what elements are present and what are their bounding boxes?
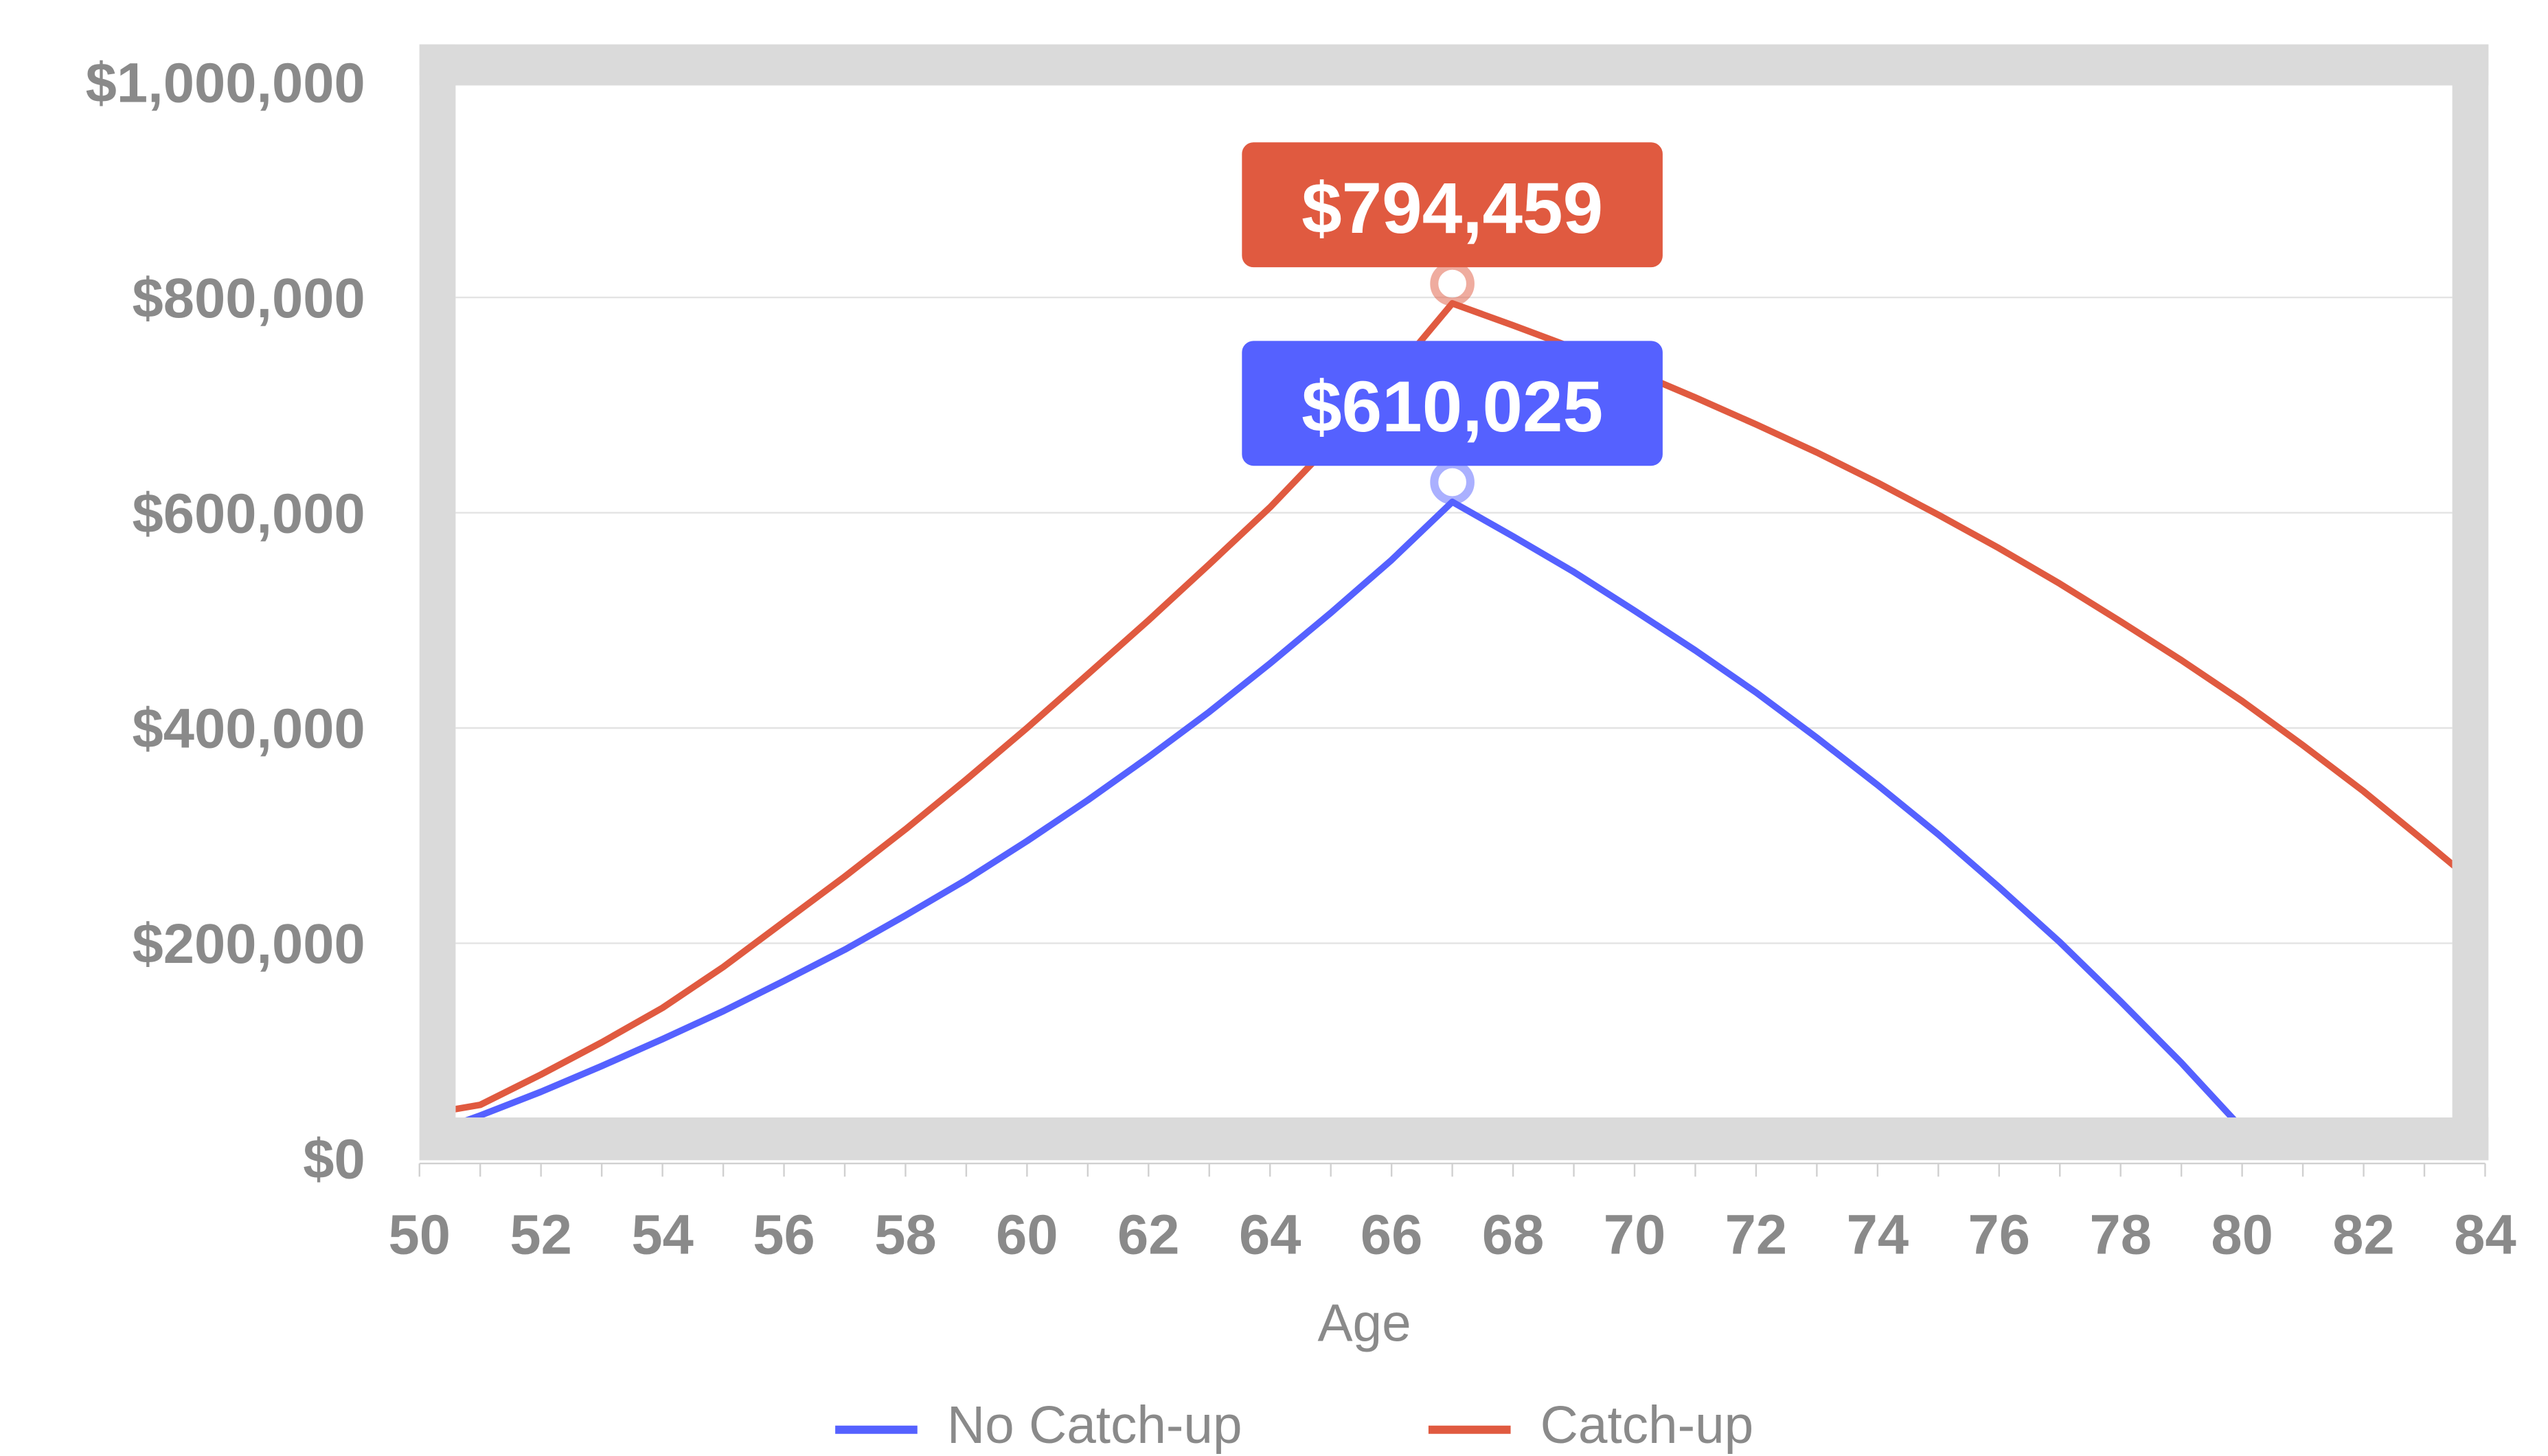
y-tick-label: $600,000 xyxy=(133,482,365,545)
data-point-marker xyxy=(1430,459,1475,505)
y-tick-label: $400,000 xyxy=(133,698,365,760)
data-point-marker xyxy=(1430,261,1475,306)
frame-top xyxy=(419,44,2489,86)
value-tooltip xyxy=(1242,341,1663,466)
x-tick-label: 74 xyxy=(1847,1204,1909,1266)
y-tick-label: $1,000,000 xyxy=(86,52,365,114)
x-tick-label: 72 xyxy=(1725,1204,1787,1266)
x-tick-label: 76 xyxy=(1968,1204,2030,1266)
x-axis-label: Age xyxy=(1318,1295,1411,1353)
x-tick-label: 68 xyxy=(1482,1204,1544,1266)
frame-right xyxy=(2452,44,2489,1161)
legend: No Catch-up Catch-up xyxy=(835,1396,1753,1455)
y-axis-ticks: $0 $200,000 $400,000 $600,000 $800,000 $1,000… xyxy=(86,52,365,1190)
x-tick-label: 60 xyxy=(996,1204,1058,1266)
x-tick-label: 80 xyxy=(2211,1204,2273,1266)
plot-frame xyxy=(419,44,2489,1161)
gridlines xyxy=(455,296,2453,944)
x-tick-label: 52 xyxy=(510,1204,571,1266)
x-tick-label: 62 xyxy=(1117,1204,1179,1266)
x-tick-label: 58 xyxy=(874,1204,936,1266)
x-tick-label: 64 xyxy=(1239,1204,1301,1266)
y-tick-label: $0 xyxy=(303,1128,365,1191)
x-tick-label: 82 xyxy=(2332,1204,2394,1266)
y-tick-label: $200,000 xyxy=(133,913,365,975)
value-tooltip-text: $610,025 xyxy=(1301,367,1603,447)
annotations: $794,459 $610,025 xyxy=(1242,142,1663,505)
series-line-no-catch-up xyxy=(455,498,2240,1121)
legend-label: No Catch-up xyxy=(947,1396,1242,1455)
y-tick-label: $800,000 xyxy=(133,267,365,330)
x-tick-label: 56 xyxy=(753,1204,815,1266)
x-tick-label: 50 xyxy=(389,1204,451,1266)
x-tick-label: 54 xyxy=(631,1204,693,1266)
frame-left xyxy=(419,44,456,1161)
legend-label: Catch-up xyxy=(1540,1396,1754,1455)
x-tick-label: 66 xyxy=(1361,1204,1422,1266)
x-tick-label: 84 xyxy=(2454,1204,2516,1266)
frame-bottom xyxy=(419,1117,2489,1161)
value-tooltip xyxy=(1242,142,1663,268)
value-tooltip-text: $794,459 xyxy=(1301,168,1603,249)
x-tick-label: 70 xyxy=(1604,1204,1665,1266)
x-axis: 50 52 54 56 58 60 62 64 66 68 70 72 74 76 78 80 82 84 xyxy=(389,1162,2516,1266)
x-tick-label: 78 xyxy=(2089,1204,2151,1266)
